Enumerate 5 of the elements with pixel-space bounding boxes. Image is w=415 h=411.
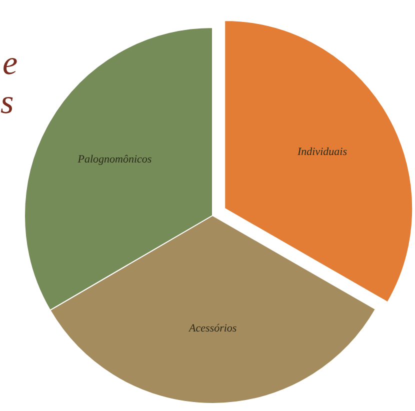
text: e <box>2 45 18 82</box>
slice-label: Palognomônicos <box>76 153 152 166</box>
slice-label: Individuais <box>296 146 347 158</box>
text: s <box>0 84 14 121</box>
slice-label: Acessórios <box>188 322 237 334</box>
